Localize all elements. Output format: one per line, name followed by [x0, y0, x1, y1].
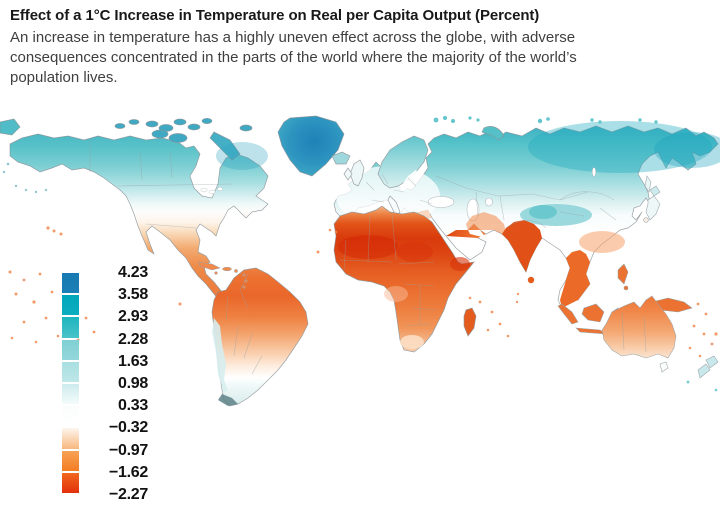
region-east-asia-islands	[643, 175, 661, 223]
legend-tick-label: −0.32	[109, 419, 148, 437]
region-greenland	[277, 115, 351, 177]
legend-colorbar-segment	[62, 450, 79, 471]
legend-tick-label: 4.23	[118, 264, 148, 281]
legend-colorbar-segment	[62, 339, 79, 360]
legend-colorbar-segment	[62, 295, 79, 316]
legend-tick-label: 0.33	[118, 397, 148, 415]
legend-tick-label: 2.93	[118, 308, 148, 326]
region-oceania	[557, 263, 719, 379]
legend-colorbar-segment	[62, 472, 79, 493]
figure-subtitle: An increase in temperature has a highly …	[10, 29, 577, 86]
legend-tick-label: 0.98	[118, 374, 148, 392]
legend-colorbar-segment	[62, 317, 79, 338]
legend-colorbar-segment	[62, 428, 79, 449]
region-north-america	[0, 118, 269, 305]
legend-colorbar-segment	[62, 406, 79, 427]
legend-tick-label: 1.63	[118, 352, 148, 370]
country-borders	[89, 140, 647, 375]
figure-title: Effect of a 1°C Increase in Temperature …	[10, 7, 540, 24]
legend-tick-label: 2.28	[118, 330, 148, 348]
legend-tick-label: 3.58	[118, 286, 148, 304]
legend-tick-labels: 4.23 3.58 2.93 2.28 1.63 0.98 0.33 −0.32…	[86, 262, 148, 506]
world-map	[0, 115, 720, 407]
region-south-asia	[502, 220, 590, 308]
legend-colorbar-segment	[62, 361, 79, 382]
region-eurasia	[333, 116, 720, 309]
region-south-america	[211, 267, 309, 407]
legend-tick-label: −1.62	[109, 463, 148, 481]
legend-colorbar-segment	[62, 383, 79, 405]
figure-header: Effect of a 1°C Increase in Temperature …	[10, 6, 650, 88]
legend-colorbar	[62, 273, 79, 495]
legend-colorbar-segment	[62, 273, 79, 294]
legend-tick-label: −0.97	[109, 441, 148, 459]
legend-tick-label: −2.27	[109, 485, 148, 503]
region-caribbean	[197, 261, 248, 289]
world-map-container	[0, 112, 720, 510]
